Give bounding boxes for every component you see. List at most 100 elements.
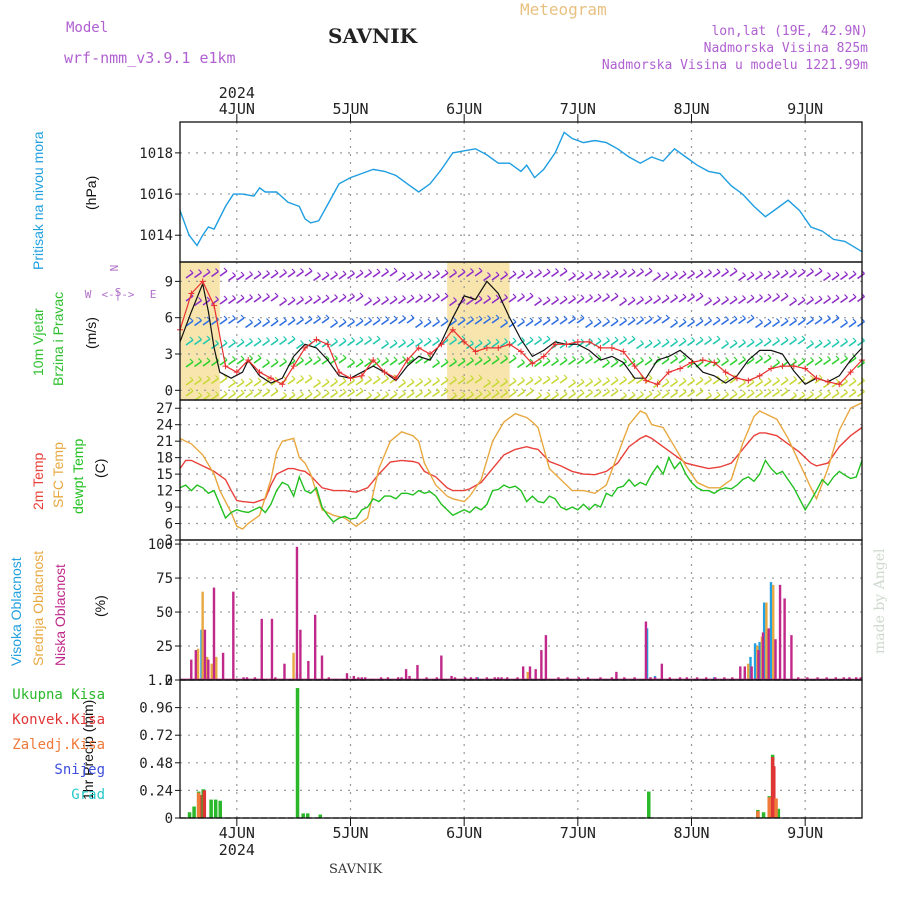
wind-barb	[253, 380, 262, 387]
wind-barb-tick	[597, 377, 602, 382]
wind-barb	[551, 318, 559, 326]
pressure-ylabel: (hPa)	[83, 175, 99, 210]
wind-barb	[474, 359, 483, 366]
dewpt-label: dewpt Temp	[70, 438, 86, 514]
niska-oblacnost-bar	[408, 675, 411, 680]
wind-barb	[330, 321, 338, 329]
wind-barb-tick	[640, 316, 644, 320]
wind-barb-tick	[818, 390, 823, 395]
wind-barb-tick	[402, 339, 406, 343]
wind-barb-tick	[555, 357, 559, 361]
wind-barb-tick	[308, 390, 313, 395]
wind-barb-tick	[682, 377, 687, 382]
wind-barb-tick	[691, 377, 695, 381]
wind-barb	[619, 378, 627, 386]
x-year-label-top: 2024	[219, 84, 255, 102]
wind-barb	[593, 380, 602, 387]
wind-barb-tick	[410, 355, 415, 360]
wind-barb-tick	[232, 379, 236, 383]
wind-barb-tick	[410, 389, 415, 394]
wind-barb	[729, 393, 738, 400]
wind-barb	[347, 320, 355, 328]
wind-barb-tick	[801, 268, 806, 273]
wind-barb-tick	[835, 294, 840, 299]
wind-barb-tick	[818, 267, 823, 272]
wind-barb	[236, 358, 245, 365]
wind-barb	[381, 393, 389, 401]
wind-barb-tick	[325, 355, 330, 360]
wind-barb	[491, 274, 500, 281]
wind-barb	[823, 317, 831, 325]
wind-barb	[364, 378, 372, 386]
wind-barb-tick	[538, 297, 542, 301]
wind-barb	[245, 321, 253, 329]
wind-barb	[262, 390, 270, 398]
wind-barb-tick	[368, 269, 372, 273]
wind-barb-tick	[784, 376, 789, 381]
wind-barb-tick	[597, 337, 602, 342]
wind-barb-tick	[538, 392, 542, 396]
wind-barb-tick	[283, 317, 287, 321]
wind-barb-tick	[504, 271, 508, 275]
wind-barb-tick	[521, 270, 525, 274]
wind-barb	[797, 378, 806, 385]
wind-barb-tick	[342, 388, 347, 393]
wind-barb-tick	[308, 315, 313, 320]
wind-barb-tick	[614, 336, 619, 341]
wind-barb-tick	[674, 378, 678, 382]
wind-barb-tick	[767, 293, 772, 298]
wind-barb-tick	[198, 376, 202, 380]
wind-barb-tick	[529, 376, 534, 381]
wind-barb	[432, 361, 440, 369]
niska-oblacnost-bar	[615, 671, 618, 680]
ukupna-kisa-bar	[761, 812, 766, 818]
niska-oblacnost-bar	[260, 618, 263, 680]
wind-barb-tick	[580, 355, 585, 360]
wind-barb-tick	[784, 269, 789, 274]
wind-barb	[823, 274, 831, 282]
wind-barb	[228, 317, 236, 325]
wind-barb-tick	[444, 292, 449, 297]
niska-oblacnost-bar	[295, 546, 299, 680]
wind-barb	[670, 296, 678, 304]
wind-barb-tick	[419, 294, 423, 298]
wind-barb	[585, 380, 593, 388]
wind-barb-tick	[300, 391, 304, 395]
x-tick-label-bottom: 7JUN	[560, 824, 596, 842]
wind-barb-tick	[206, 335, 211, 340]
wind-barb-tick	[614, 292, 619, 297]
wind-barb	[738, 341, 746, 349]
wind-barb	[457, 394, 466, 401]
wind-barb-tick	[776, 270, 780, 274]
wind-barb-tick	[759, 294, 763, 298]
wind-barb	[806, 298, 814, 306]
wind-barb	[738, 392, 746, 400]
wind-barb-tick	[198, 392, 202, 396]
wind-barb-tick	[529, 317, 534, 322]
wind-barb	[542, 394, 551, 401]
wind-barb-tick	[274, 292, 279, 297]
wind-barb-tick	[835, 378, 840, 383]
wind-barb-tick	[266, 359, 270, 363]
wind-barb-tick	[716, 335, 721, 340]
wind-barb	[602, 320, 610, 328]
wind-barb-tick	[376, 335, 381, 340]
wind-barb-tick	[572, 295, 576, 299]
niska-oblacnost-bar	[345, 673, 349, 680]
wind-barb-tick	[232, 339, 236, 343]
legend-snow: Snijeg	[54, 762, 105, 778]
wind-barb-tick	[410, 314, 415, 319]
wind-barb-tick	[274, 376, 279, 381]
wind-barb	[457, 378, 466, 385]
wind-barb-tick	[206, 296, 211, 301]
wind-barb-tick	[342, 337, 347, 342]
wind-barb	[440, 272, 449, 279]
wind-barb-tick	[393, 339, 398, 344]
wind-barb-tick	[793, 376, 797, 380]
wind-barb	[432, 339, 440, 347]
wind-barb-tick	[453, 392, 457, 396]
wind-barb	[270, 272, 279, 279]
wind-barb-tick	[274, 269, 279, 274]
wind-barb-tick	[767, 337, 772, 342]
wind-barb-tick	[334, 319, 338, 323]
